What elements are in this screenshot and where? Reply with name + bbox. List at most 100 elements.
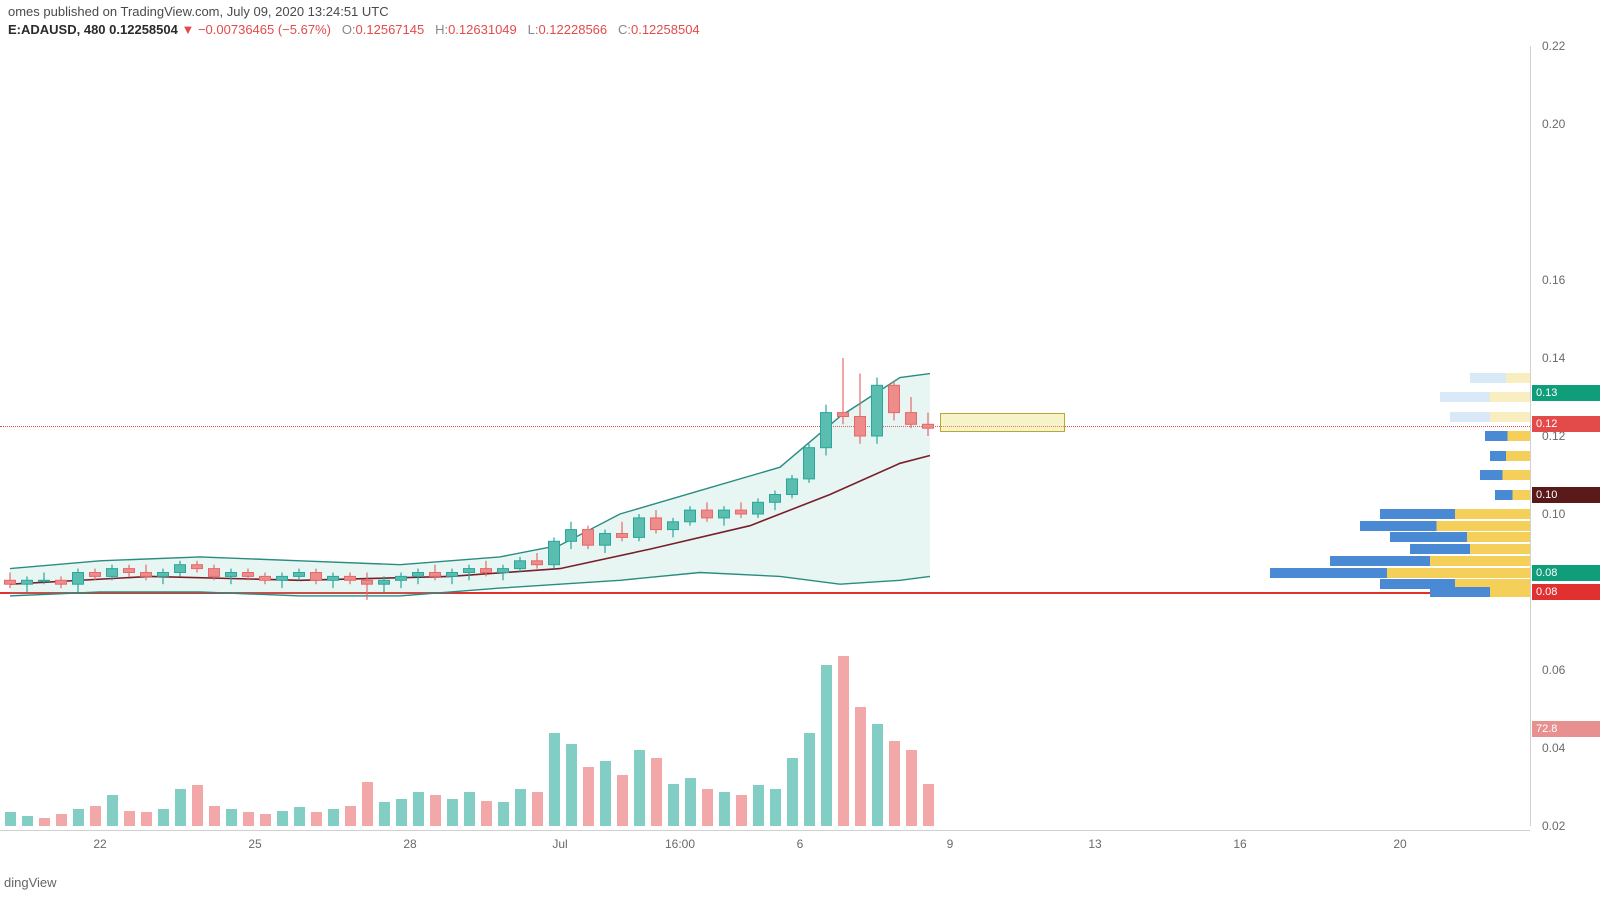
time-tick: 6: [797, 837, 804, 851]
volume-bar: [464, 792, 475, 826]
volume-bar: [430, 795, 441, 826]
price-tick: 0.10: [1536, 507, 1600, 521]
volume-bar: [923, 784, 934, 827]
volume-profile-bar: [1410, 544, 1530, 554]
last-price: 0.12258504: [109, 22, 178, 37]
price-tag: 0.13: [1532, 385, 1600, 401]
watermark: dingView: [4, 875, 57, 890]
volume-bar: [600, 761, 611, 826]
volume-bar: [753, 785, 764, 826]
price-tick: 0.02: [1536, 819, 1600, 833]
time-tick: 9: [947, 837, 954, 851]
volume-bar: [566, 744, 577, 826]
volume-profile-bar: [1440, 392, 1530, 402]
volume-bar: [192, 785, 203, 826]
volume-bar: [413, 792, 424, 826]
volume-bar: [906, 750, 917, 827]
close-label: C:: [618, 22, 631, 37]
open-label: O:: [342, 22, 356, 37]
volume-profile-bar: [1485, 431, 1530, 441]
volume-bar: [736, 795, 747, 826]
volume-bar: [855, 707, 866, 826]
symbol-row: E:ADAUSD, 480 0.12258504 ▼ −0.00736465 (…: [8, 22, 1592, 37]
volume-bar: [5, 812, 16, 826]
volume-bar: [158, 809, 169, 826]
time-tick: 22: [93, 837, 106, 851]
volume-bar: [396, 799, 407, 826]
volume-bar: [39, 818, 50, 827]
volume-bar: [583, 767, 594, 827]
volume-profile-bar: [1490, 451, 1530, 461]
change-value: −0.00736465 (−5.67%): [198, 22, 331, 37]
volume-profile-bar: [1430, 587, 1530, 597]
symbol: E:ADAUSD, 480: [8, 22, 106, 37]
volume-bar: [787, 758, 798, 826]
price-tick: 0.16: [1536, 273, 1600, 287]
publish-date: July 09, 2020 13:24:51 UTC: [227, 4, 389, 19]
volume-bar: [821, 665, 832, 827]
volume-bar: [634, 750, 645, 827]
arrow-down-icon: ▼: [181, 22, 194, 37]
volume-bar: [889, 741, 900, 826]
volume-bar: [379, 802, 390, 826]
time-tick: 16: [1233, 837, 1246, 851]
low-label: L:: [528, 22, 539, 37]
time-axis: 222528Jul16:0069131620: [0, 830, 1530, 858]
price-axis: 0.020.040.060.080.100.120.140.160.200.22…: [1530, 46, 1600, 826]
volume-tag: 72.8: [1532, 721, 1600, 737]
volume-bar: [549, 733, 560, 827]
volume-bar: [719, 792, 730, 826]
volume-profile-bar: [1470, 373, 1530, 383]
volume-bar: [124, 811, 135, 826]
high-label: H:: [435, 22, 448, 37]
price-tag: 0.10: [1532, 487, 1600, 503]
volume-bar: [294, 807, 305, 826]
volume-bar: [770, 789, 781, 826]
volume-profile-bar: [1360, 521, 1530, 531]
publish-prefix: omes published on TradingView.com,: [8, 4, 227, 19]
volume-bar: [175, 789, 186, 826]
volume-bar: [532, 792, 543, 826]
volume-bar: [838, 656, 849, 826]
volume-bar: [328, 809, 339, 826]
volume-profile-bar: [1450, 412, 1530, 422]
low-value: 0.12228566: [538, 22, 607, 37]
volume-profile-bar: [1380, 509, 1530, 519]
volume-bar: [702, 789, 713, 826]
volume-bar: [617, 775, 628, 826]
volume-bar: [56, 814, 67, 826]
volume-bar: [651, 758, 662, 826]
price-tag: 0.08: [1532, 565, 1600, 581]
volume-profile-bar: [1480, 470, 1530, 480]
volume-profile-bar: [1270, 568, 1530, 578]
high-value: 0.12631049: [448, 22, 517, 37]
price-tick: 0.22: [1536, 39, 1600, 53]
volume-bar: [668, 784, 679, 827]
volume-bar: [107, 795, 118, 826]
volume-profile-bar: [1390, 532, 1530, 542]
price-tick: 0.04: [1536, 741, 1600, 755]
volume-bar: [447, 799, 458, 826]
publish-info: omes published on TradingView.com, July …: [8, 4, 1592, 19]
time-tick: 13: [1088, 837, 1101, 851]
volume-bar: [226, 809, 237, 826]
chart-area[interactable]: [0, 46, 1530, 826]
close-value: 0.12258504: [631, 22, 700, 37]
volume-profile-bar: [1330, 556, 1530, 566]
price-tick: 0.14: [1536, 351, 1600, 365]
volume-bar: [260, 814, 271, 826]
volume-bar: [515, 789, 526, 826]
volume-bar: [362, 782, 373, 826]
volume-bar: [90, 806, 101, 826]
chart-header: omes published on TradingView.com, July …: [0, 0, 1600, 41]
volume-bar: [498, 802, 509, 826]
volume-bar: [872, 724, 883, 826]
volume-bar: [73, 809, 84, 826]
volume-bar: [22, 816, 33, 826]
volume-bar: [685, 778, 696, 826]
open-value: 0.12567145: [356, 22, 425, 37]
price-tick: 0.20: [1536, 117, 1600, 131]
volume-bar: [345, 806, 356, 826]
volume-profile-bar: [1495, 490, 1530, 500]
time-tick: 20: [1393, 837, 1406, 851]
